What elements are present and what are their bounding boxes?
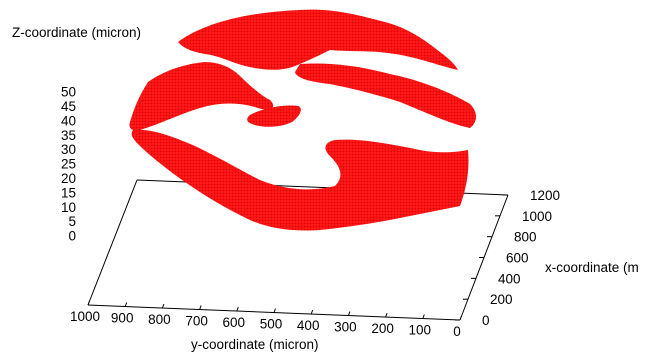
y-tick-label: 800 (148, 312, 171, 327)
y-tick-label: 200 (371, 321, 394, 336)
lower-surface-region (131, 129, 469, 231)
y-tick-label: 1000 (70, 309, 100, 324)
back-left-edge (87, 179, 138, 306)
y-axis-title: y-coordinate (micron) (191, 337, 319, 352)
z-tick-label: 30 (61, 142, 76, 157)
y-tick-label: 600 (223, 315, 246, 330)
x-tick-label: 600 (506, 251, 529, 266)
z-tick-label: 10 (61, 200, 76, 215)
x-tick-label: 800 (514, 230, 537, 245)
y-tick-label: 900 (111, 311, 134, 326)
z-axis-title: Z-coordinate (micron) (12, 25, 141, 40)
y-tick-mark (459, 315, 462, 321)
x-tick-label: 1000 (522, 209, 552, 224)
x-tick-label: 200 (490, 292, 513, 307)
y-tick-label: 100 (409, 323, 432, 338)
top-surface-region (178, 9, 458, 71)
z-tick-label: 25 (61, 157, 76, 172)
x-tick-label: 1200 (530, 188, 560, 203)
z-tick-label: 35 (61, 128, 76, 143)
y-tick-label: 400 (297, 318, 320, 333)
z-tick-label: 0 (68, 229, 76, 244)
y-tick-label: 0 (453, 324, 461, 339)
z-tick-label: 5 (68, 214, 76, 229)
z-tick-label: 45 (61, 99, 76, 114)
y-tick-mark (199, 305, 202, 310)
upper-right-region (295, 63, 476, 128)
y-tick-mark (310, 309, 314, 315)
y-tick-mark (124, 302, 128, 307)
y-tick-mark (385, 312, 388, 318)
x-tick-label: 0 (482, 313, 490, 328)
y-tick-label: 300 (334, 320, 357, 335)
y-tick-mark (87, 300, 90, 306)
y-axis: 1000 900 800 700 600 500 400 300 200 100 0 (70, 300, 462, 339)
y-tick-mark (347, 311, 351, 316)
x-axis-title: x-coordinate (m (545, 260, 639, 275)
y-tick-label: 500 (260, 317, 283, 332)
y-tick-mark (161, 303, 165, 309)
x-tick-label: 400 (498, 271, 521, 286)
z-tick-label: 20 (61, 171, 76, 186)
y-tick-mark (236, 306, 239, 312)
left-band-region (129, 62, 274, 131)
z-tick-label: 50 (61, 85, 76, 100)
center-island (247, 105, 301, 127)
data-point-cloud (129, 9, 476, 231)
y-tick-mark (273, 308, 276, 313)
z-tick-label: 15 (61, 185, 76, 200)
y-tick-label: 700 (185, 314, 208, 329)
y-tick-mark (422, 314, 425, 319)
z-tick-label: 40 (61, 113, 76, 128)
